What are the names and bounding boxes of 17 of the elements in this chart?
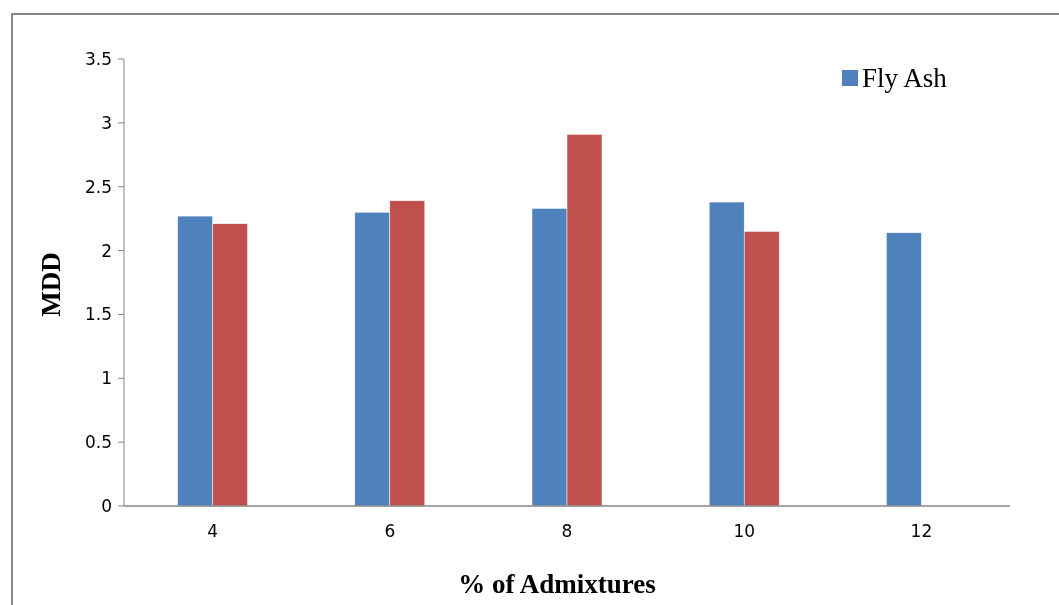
legend-label: Fly Ash [862, 63, 948, 94]
y-tick-label: 3.5 [84, 48, 112, 69]
x-tick-label: 4 [207, 521, 219, 541]
y-tick-label: 2 [101, 240, 112, 261]
x-axis-title: % of Admixtures [458, 569, 656, 599]
y-tick-label: 1 [101, 368, 112, 389]
x-tick-label: 10 [733, 521, 756, 541]
y-tick-label: 2.5 [84, 176, 112, 197]
x-tick-label: 12 [910, 521, 933, 541]
bar [886, 232, 922, 507]
x-tick-label: 8 [561, 521, 573, 541]
x-tick-label: 6 [384, 521, 396, 541]
y-tick-label: 0 [101, 495, 112, 516]
y-tick-label: 0.5 [84, 432, 112, 453]
y-tick-label: 3 [101, 112, 112, 133]
y-axis-title: MDD [36, 252, 66, 317]
y-tick-label: 1.5 [84, 304, 112, 325]
